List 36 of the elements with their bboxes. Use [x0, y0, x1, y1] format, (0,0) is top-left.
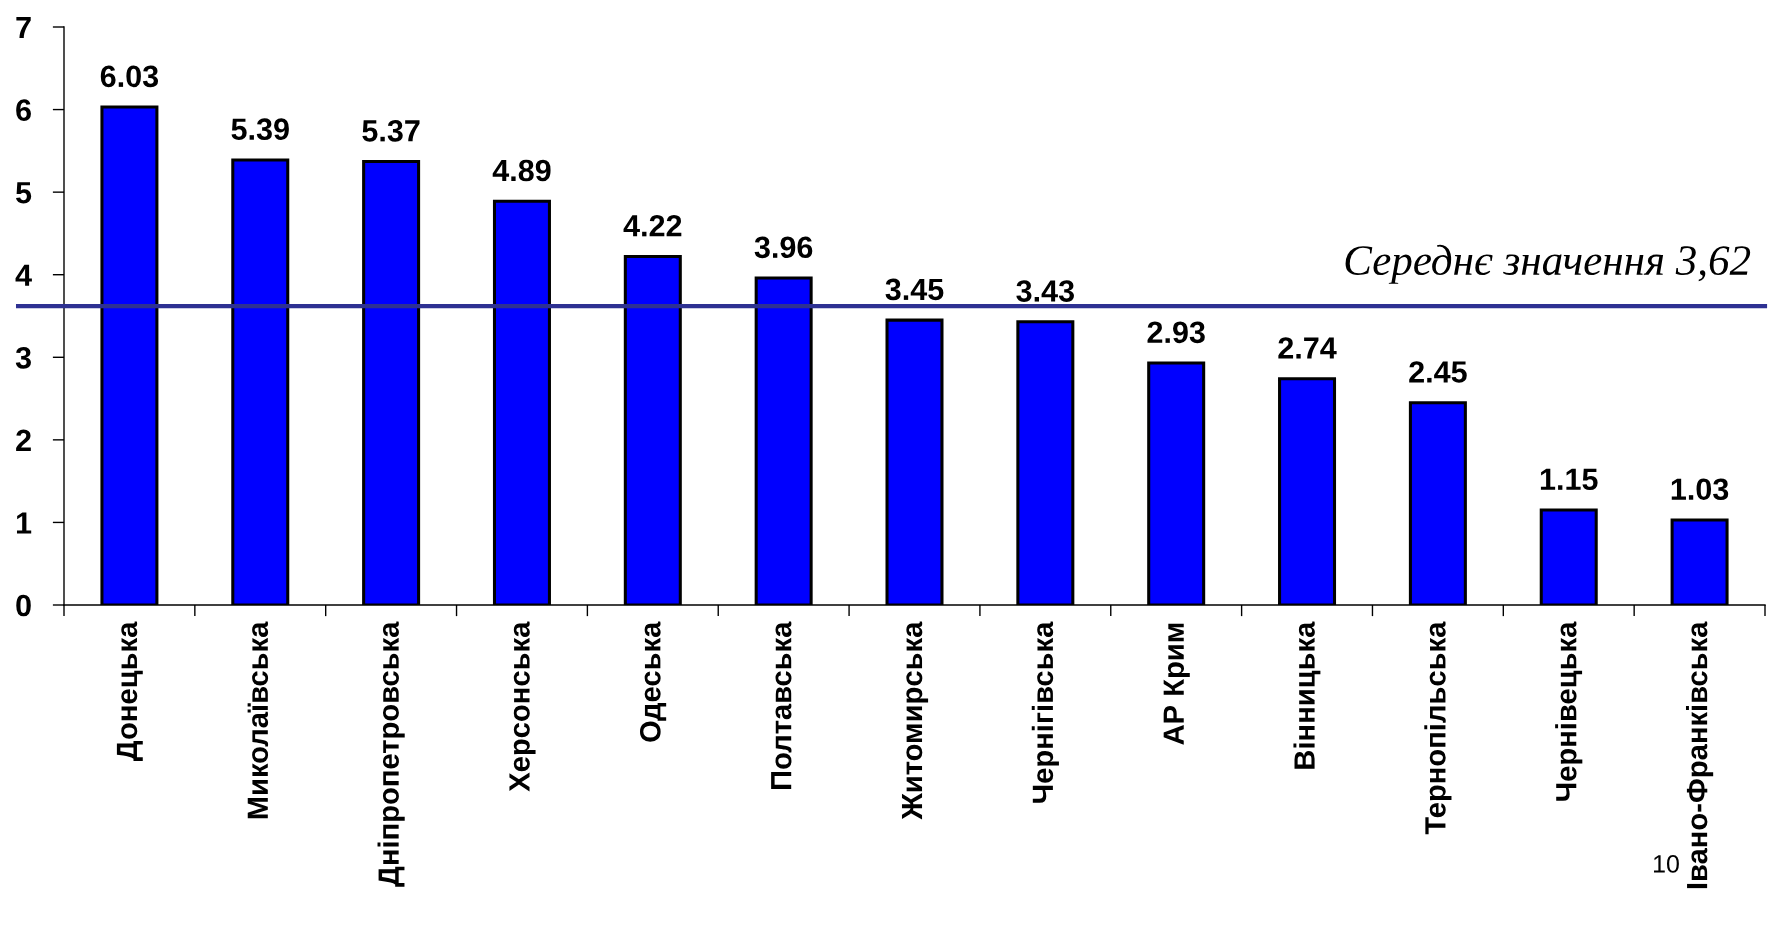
data-label: 1.15 [1540, 468, 1598, 491]
x-tick-label: Полтавська [771, 621, 792, 789]
y-tick-label: 2 [16, 429, 31, 451]
data-label: 3.45 [885, 278, 944, 301]
x-tick-label: АР Крим [1163, 623, 1190, 745]
data-label: 5.39 [231, 118, 289, 141]
x-tick-label: Івано-Франківська [1685, 621, 1714, 889]
x-tick-label: Херсонська [509, 621, 536, 792]
y-tick-label: 5 [16, 182, 32, 204]
data-label: 2.74 [1278, 337, 1337, 359]
data-label: 3.43 [1016, 280, 1074, 302]
x-tick-label: Донецька [116, 621, 143, 761]
data-label: 3.96 [754, 236, 813, 259]
data-label: 1.03 [1671, 478, 1729, 501]
text: 10 [1654, 855, 1679, 873]
x-tick-label: Дніпропетровська [377, 621, 405, 887]
data-label: 2.45 [1409, 361, 1467, 383]
x-tick-label: Одеська [639, 621, 667, 742]
y-tick-label: 6 [16, 99, 31, 121]
x-tick-label: Житомирська [901, 621, 929, 820]
x-tick-label: Чернівецька [1555, 621, 1583, 801]
data-label: 6.03 [100, 65, 159, 88]
data-label: 2.93 [1147, 321, 1205, 344]
x-tick-label: Вінницька [1293, 621, 1321, 769]
ref-line-label: Середнє значення 3,62 [1345, 244, 1751, 284]
x-tick-label: Миколаївська [247, 621, 269, 819]
y-tick-label: 3 [15, 347, 31, 369]
data-label: 4.22 [623, 214, 682, 237]
x-tick-label: Чернігівська [1031, 621, 1059, 803]
y-tick-label: 0 [16, 594, 31, 617]
y-tick-label: 4 [15, 264, 32, 286]
data-label: 4.89 [492, 159, 551, 182]
x-tick-label: Тернопільська [1424, 621, 1452, 835]
y-tick-label: 1 [16, 512, 32, 534]
data-label: 5.37 [362, 120, 420, 142]
y-tick-label: 7 [16, 17, 31, 39]
